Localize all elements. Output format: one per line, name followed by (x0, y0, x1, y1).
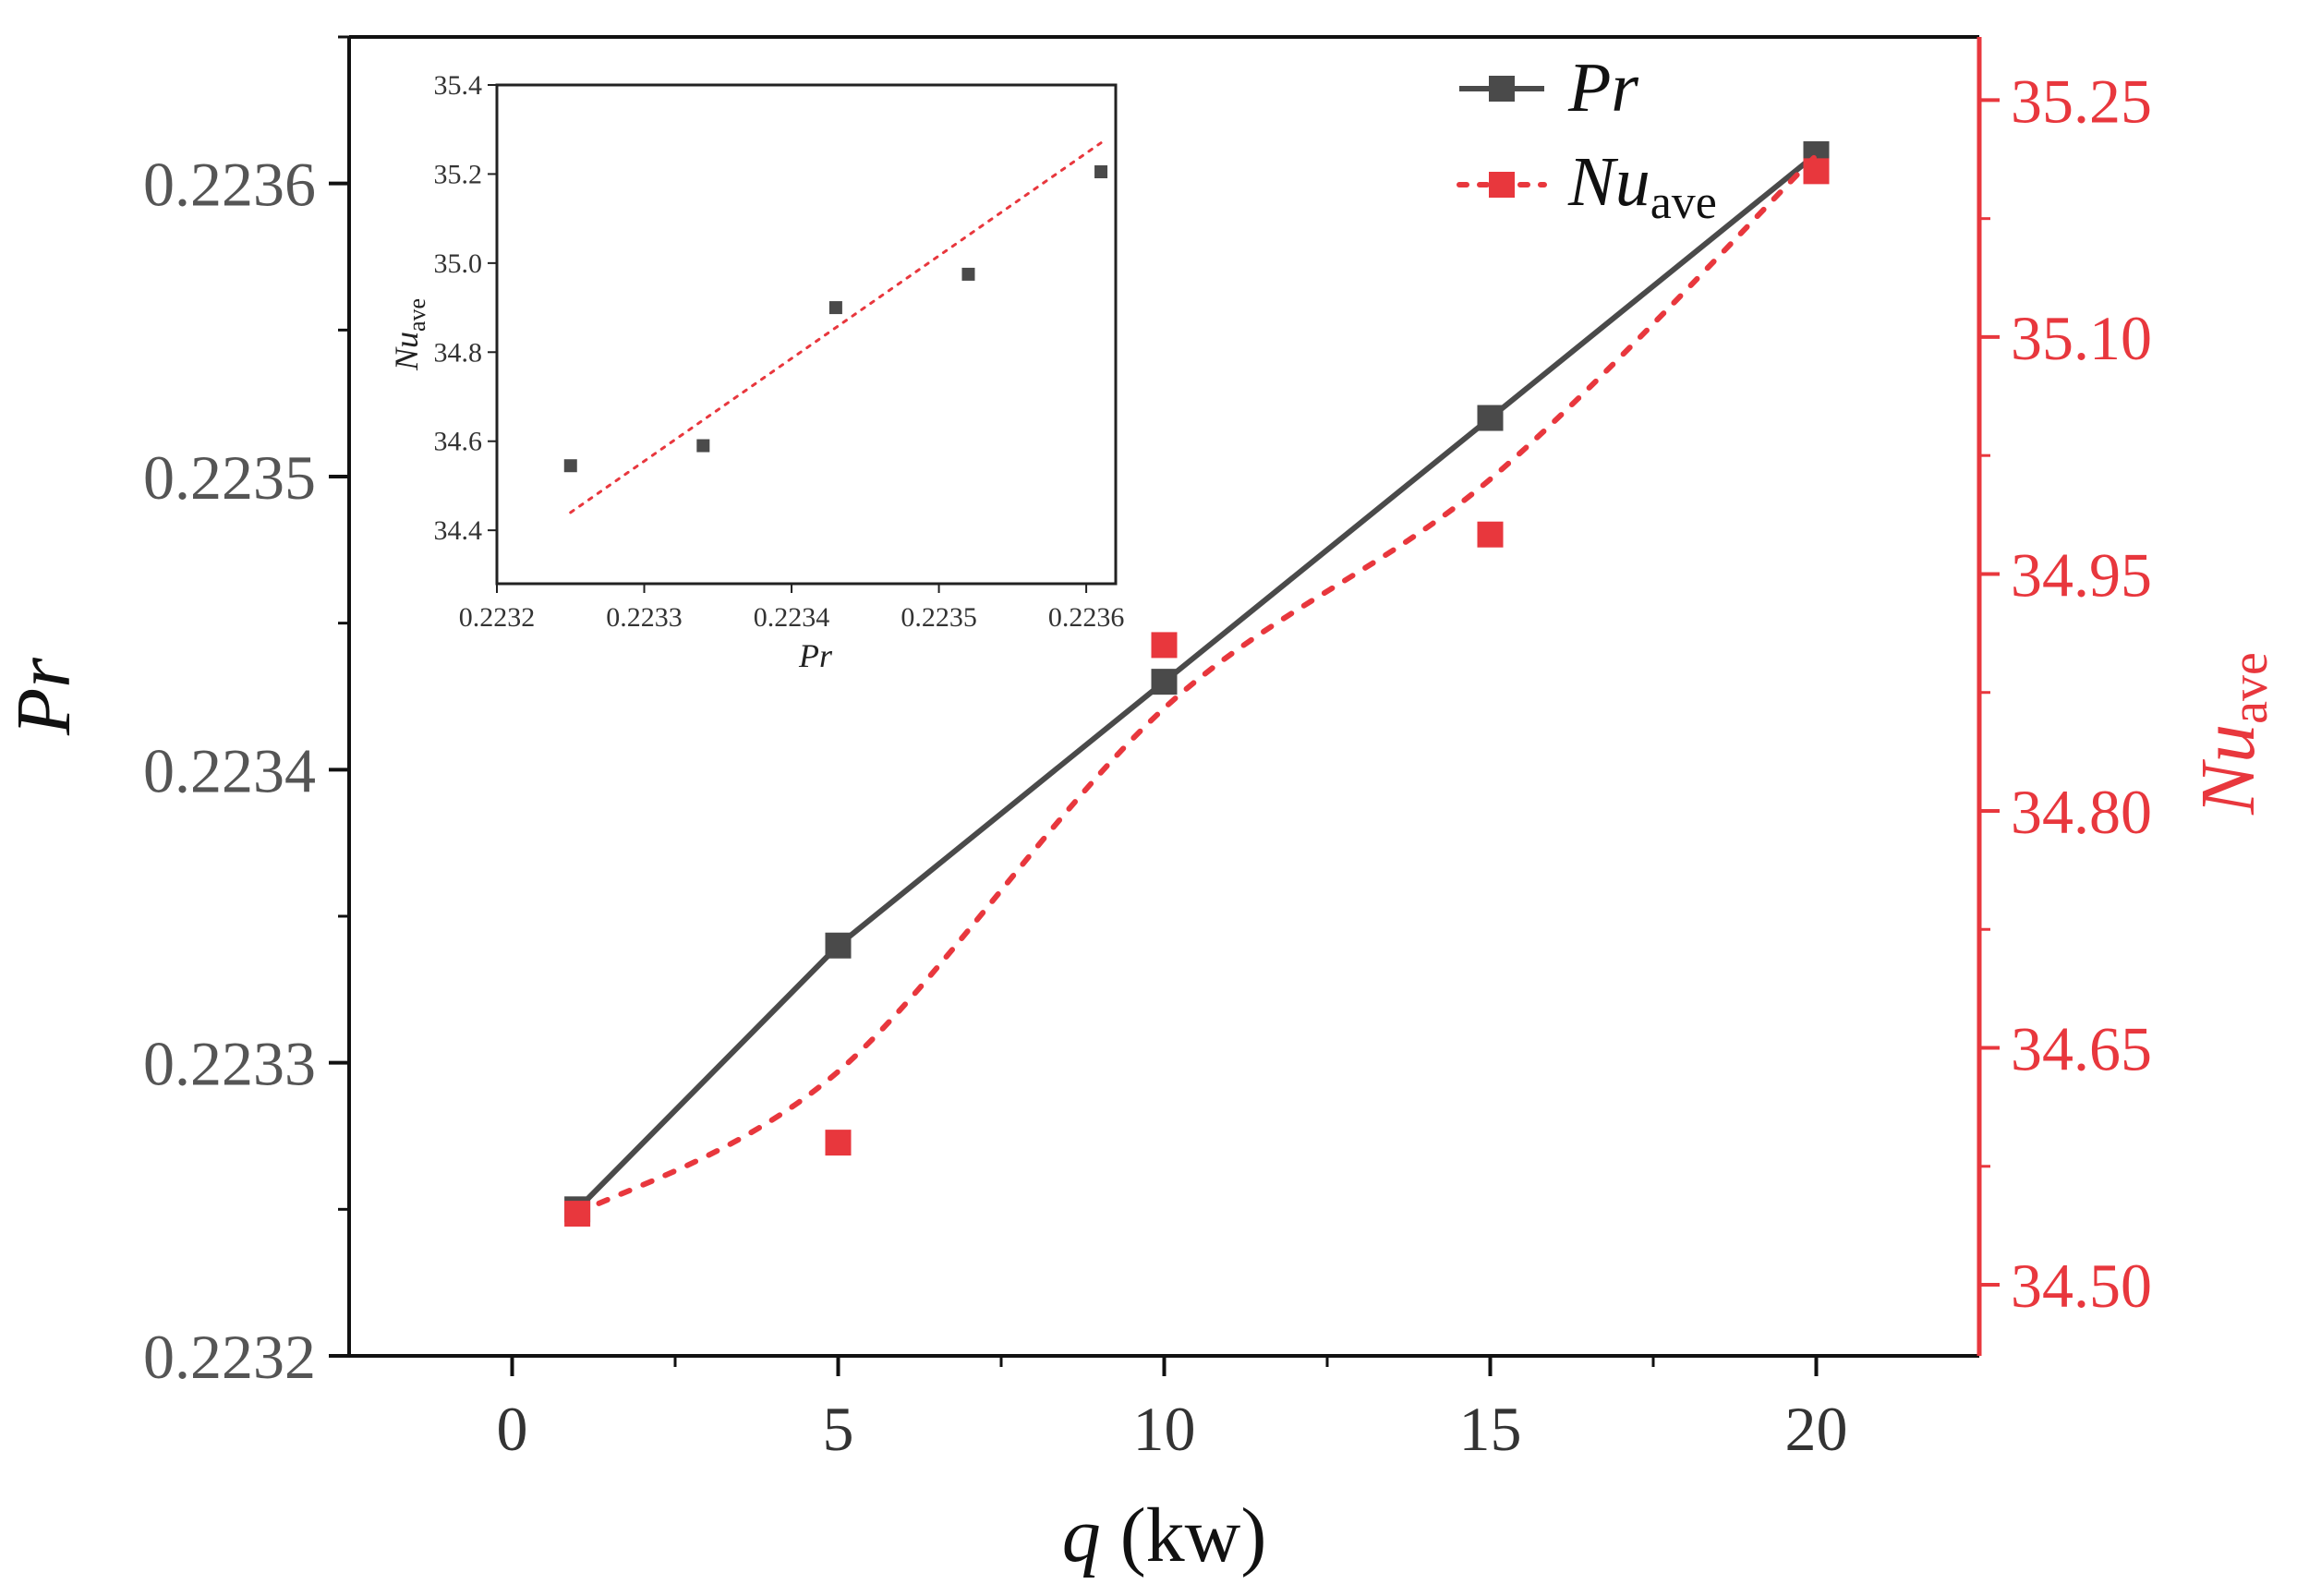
y2-tick-label: 34.65 (2011, 1014, 2152, 1084)
inset-x-tick-label: 0.2232 (459, 602, 536, 633)
inset-x-tick-label: 0.2235 (901, 602, 977, 633)
legend-nu-label: Nuave (1567, 143, 1717, 229)
y-tick-label: 0.2235 (143, 442, 316, 513)
pr-data-point (825, 932, 852, 959)
pr-data-point (1151, 669, 1178, 695)
main-chart: 0 5 10 15 20 0.2232 0.2233 0.2234 0.2235 0.2236 34… (1, 35, 2279, 1578)
inset-x-tick-label: 0.2233 (606, 602, 683, 633)
y-tick-label: 0.2233 (143, 1029, 316, 1099)
nu-data-point (564, 1201, 591, 1227)
x-tick-label: 15 (1459, 1394, 1522, 1464)
legend-nu-marker (1489, 172, 1515, 198)
inset-y-tick-label: 34.4 (434, 515, 483, 546)
inset-y-tick-label: 34.6 (434, 427, 483, 457)
nu-data-point (825, 1130, 852, 1156)
nu-data-point (1803, 158, 1830, 185)
inset-data-point (961, 267, 975, 281)
y-tick-label: 0.2236 (143, 150, 316, 220)
inset-data-point (1094, 165, 1108, 179)
inset-data-point (563, 459, 577, 473)
inset-data-point (696, 439, 710, 453)
pr-data-point (1477, 405, 1504, 431)
inset-y-axis-title: Nuave (388, 298, 430, 371)
legend: Pr Nuave (1457, 49, 1717, 229)
x-tick-label: 0 (497, 1394, 528, 1464)
nu-fit-curve (574, 152, 1819, 1217)
x-tick-label: 20 (1785, 1394, 1848, 1464)
y2-tick-label: 34.80 (2011, 777, 2152, 847)
inset-x-tick-label: 0.2236 (1048, 602, 1125, 633)
inset-y-tick-label: 35.0 (434, 248, 483, 279)
y2-tick-label: 35.10 (2011, 303, 2152, 373)
nu-data-point (1477, 521, 1504, 548)
y-axis-title: Pr (1, 658, 87, 736)
legend-pr-label: Pr (1567, 49, 1638, 127)
x-tick-label: 5 (823, 1394, 854, 1464)
inset-data-point (828, 301, 842, 315)
inset-x-tick-label: 0.2234 (754, 602, 830, 633)
inset-y-tick-label: 35.2 (434, 159, 483, 189)
inset-fit-line (569, 141, 1103, 514)
y2-tick-label: 34.95 (2011, 539, 2152, 610)
inset-y-tick-label: 35.4 (434, 70, 483, 101)
x-axis-title: q (kw) (1062, 1493, 1267, 1578)
legend-pr-marker (1489, 76, 1515, 102)
inset-x-axis-title: Pr (798, 637, 833, 674)
inset-y-tick-label: 34.8 (434, 337, 483, 368)
inset-frame (495, 83, 1118, 586)
y2-tick-label: 34.50 (2011, 1251, 2152, 1321)
y2-tick-label: 35.25 (2011, 66, 2152, 136)
nu-data-point (1151, 632, 1178, 659)
y-tick-label: 0.2234 (143, 735, 316, 805)
inset-chart: 0.2232 0.2233 0.2234 0.2235 0.2236 34.4 34.6 34… (388, 70, 1124, 674)
y2-axis-title: Nuave (2185, 652, 2279, 816)
x-tick-label: 10 (1133, 1394, 1196, 1464)
y-tick-label: 0.2232 (143, 1322, 316, 1392)
